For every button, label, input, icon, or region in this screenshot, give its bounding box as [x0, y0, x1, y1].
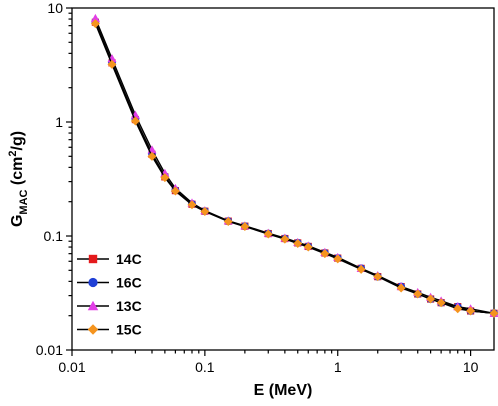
axis-ticks [66, 7, 472, 356]
legend-marker-13C [87, 300, 99, 311]
data-point-15C [200, 207, 210, 217]
legend-item-14C: 14C [77, 251, 142, 267]
x-tick-label: 1 [334, 359, 342, 375]
data-point-15C [413, 289, 423, 299]
series-line-13C [94, 18, 495, 314]
y-tick-label: 0.01 [36, 342, 63, 358]
series-16C [91, 17, 498, 318]
y-tick-label: 0.1 [44, 228, 64, 244]
series-line-14C [94, 21, 495, 314]
y-tick-label: 10 [47, 0, 63, 16]
legend-item-13C: 13C [77, 298, 142, 314]
data-point-15C [130, 116, 140, 126]
legend-marker-15C [87, 324, 99, 335]
data-point-15C [170, 186, 180, 196]
data-point-15C [466, 306, 476, 316]
data-point-15C [453, 304, 463, 314]
legend-label: 14C [116, 251, 142, 267]
legend-label: 13C [116, 298, 142, 314]
series-13C [90, 13, 498, 317]
data-point-15C [396, 283, 406, 293]
data-point-15C [356, 264, 366, 274]
data-point-15C [333, 254, 343, 264]
x-tick-label: 0.1 [195, 359, 215, 375]
data-point-15C [147, 151, 157, 161]
data-point-15C [187, 200, 197, 210]
data-point-15C [320, 249, 330, 259]
series-14C [91, 18, 498, 317]
legend-marker-14C [88, 254, 98, 264]
data-point-15C [303, 242, 313, 252]
data-point-15C [280, 234, 290, 244]
data-point-15C [489, 308, 498, 318]
data-point-15C [293, 238, 303, 248]
y-axis-title-superscript: 2 [7, 151, 19, 157]
legend-item-15C: 15C [77, 322, 142, 338]
y-axis-title-main: G [9, 215, 26, 227]
data-point-13C [90, 13, 100, 23]
data-point-15C [373, 272, 383, 282]
legend-label: 15C [116, 322, 142, 338]
plot-frame [71, 7, 495, 351]
y-axis-title-unit-open: (cm [9, 157, 26, 190]
legend-item-16C: 16C [77, 275, 142, 291]
series-line-15C [94, 23, 495, 314]
data-point-15C [107, 59, 117, 69]
y-tick-label: 1 [55, 114, 63, 130]
y-axis-title: GMAC (cm2/g) [7, 131, 30, 227]
data-point-15C [426, 294, 436, 304]
data-point-15C [223, 217, 233, 227]
legend-marker-16C [88, 277, 98, 288]
y-axis-title-subscript: MAC [18, 189, 30, 214]
series-15C [90, 19, 498, 318]
legend: 14C 16C 13C 15C [77, 251, 142, 338]
data-point-15C [436, 298, 446, 308]
y-axis-title-unit-close: /g) [9, 131, 26, 151]
legend-label: 16C [116, 275, 142, 291]
data-point-15C [240, 222, 250, 232]
series-line-16C [94, 21, 495, 314]
axis-tick-labels: 0.01 0.1 1 10 0.01 0.1 1 10 [36, 0, 479, 375]
data-point-15C [263, 229, 273, 239]
x-axis-title: E (MeV) [254, 382, 313, 399]
x-tick-label: 10 [463, 359, 479, 375]
x-tick-label: 0.01 [58, 359, 85, 375]
data-point-15C [160, 173, 170, 183]
series-layer [90, 13, 498, 318]
data-point-15C [90, 19, 100, 29]
